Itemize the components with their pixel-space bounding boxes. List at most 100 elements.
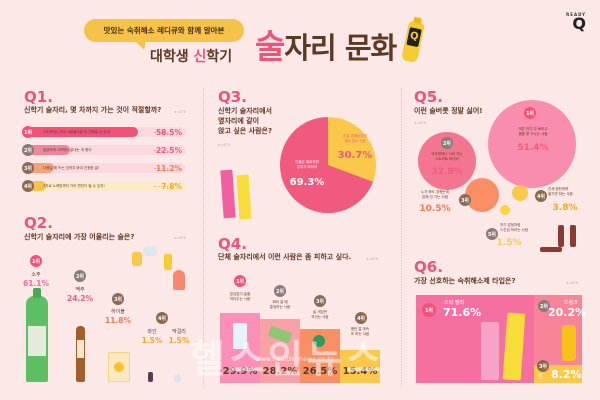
dotted-leader (154, 186, 168, 187)
highball-glass-icon (108, 352, 130, 382)
q3-slice-label: 존잘 존예이지만 재미 없는 사람 (343, 134, 367, 143)
q5-pct: 10.5% (419, 204, 451, 214)
q5-pct: 51.4% (517, 143, 549, 153)
q3-slice-pct: 69.3% (289, 177, 325, 188)
rank-badge: 2위 (74, 270, 86, 282)
q5-label: 아무한테나 시비 거는 스트리트 파이터 (431, 152, 463, 161)
q2-name: 맥주 (75, 287, 85, 293)
q5-bubble-5 (500, 205, 510, 215)
brand-q: Q (572, 14, 586, 33)
rank-badge: 2위 (22, 144, 34, 156)
rank-badge: 2위 (274, 285, 286, 297)
q3-question: 옆자리에 같이 (218, 117, 260, 125)
q1-bar (26, 163, 54, 173)
q6-name: 드링크 (564, 300, 578, 306)
rank-badge: 4위 (22, 180, 34, 192)
rank-badge: 3위 (112, 293, 124, 305)
stick-jelly-yellow-icon (236, 174, 252, 220)
rank-badge: 1위 (234, 275, 246, 287)
q2-name: 막걸리 (172, 329, 186, 335)
q1-sample-size: n=475 (174, 110, 186, 114)
q4-question: 단체 술자리에서 이런 사람은 좀 피하고 싶다. (218, 253, 352, 261)
rank-badge: 3위 (314, 295, 326, 307)
subtitle-suffix: 학기 (206, 49, 233, 65)
q4-bar: 26.5% (300, 329, 340, 383)
q1-row: 2위 깔끔하게 1차에서 끝내는 게 좋아 22.5% (22, 144, 186, 156)
q6-name: 환 (538, 374, 543, 380)
q2-pct: 24.2% (66, 294, 94, 303)
fallen-bottle-icon (540, 247, 562, 252)
subtitle-highlight: 신 (193, 49, 207, 65)
q1-question: 신학기 술자리, 몇 차까지 가는 것이 적절할까? (24, 106, 162, 114)
q4-bar: 29.9% (220, 313, 260, 383)
soju-bottle-icon (26, 288, 48, 382)
q5-pct: 32.8% (431, 167, 463, 177)
divider (401, 88, 402, 388)
q4-pct: 28.2% (262, 366, 298, 377)
q2-sample-size: n=475 (174, 236, 186, 240)
rank-badge: 3위 (459, 194, 471, 206)
subtitle: 대학생 신학기 (150, 46, 232, 66)
drink-bottle-product-icon (562, 325, 576, 361)
q3-question: 앉고 싶은 사람은? (218, 127, 273, 135)
q5-question: 이런 술버릇 정말 싫어! (414, 107, 483, 115)
q3-slice-label: 인물은 별로지만 분위기 메이커 (295, 160, 319, 169)
q1-bar (26, 127, 138, 137)
q2-pct: 11.8% (104, 316, 132, 325)
rank-badge: 5위 (486, 228, 498, 240)
q3-slice-pct: 30.7% (337, 150, 373, 161)
q2-name: 하이볼 (111, 309, 125, 315)
q2-question: 신학기 술자리에 가장 어울리는 술은? (24, 233, 135, 241)
bottle-icon: Q (401, 20, 425, 64)
q2-name: 소주 (31, 272, 41, 278)
q4-pct: 26.5% (302, 366, 338, 377)
q6-pct: 20.2% (548, 306, 587, 319)
q5-bubble-4 (512, 185, 528, 201)
q1-pct: 58.5% (155, 127, 182, 137)
q1-number: Q1. (24, 88, 53, 106)
q2-name: 와인 (147, 329, 157, 335)
q4-label: 끊임없이 술을 따라주는 사람 (229, 292, 251, 301)
rank-badge: 1위 (22, 126, 34, 138)
q6-name: 스틱 젤리 (444, 300, 464, 306)
q4-pct: 15.4% (342, 366, 378, 377)
q6-sample-size: n=475 (566, 281, 578, 285)
q4-pct: 29.9% (222, 366, 258, 377)
wine-bottle-icon (148, 372, 153, 382)
q5-label: 누가 봐도 취했는데 집에 안 가는 사람 (421, 190, 449, 199)
q5-label: 신세 한탄하며 울기만 하는 사람 (548, 187, 573, 196)
title-highlight: 술 (255, 27, 285, 66)
person-illustration (173, 270, 185, 290)
q4-label: 술 게임만 하자는 사람 (311, 310, 329, 319)
title-rest: 자리 문화 (284, 31, 397, 65)
q1-pct: 11.2% (155, 163, 182, 173)
q1-row: 4위 3차로 노래방까지 가야 편안이 될 수 있지! 7.8% (22, 180, 186, 192)
q2-pct: 61.1% (22, 279, 50, 288)
q5-pct: 1.5% (496, 238, 522, 248)
q4-label: 회비 낼 때 흥정하는 사람 (269, 300, 291, 309)
rank-badge: 1위 (524, 107, 536, 119)
q5-label: 자기 감정처럼 스킨십 하려는 사람 (500, 223, 528, 232)
dotted-leader (154, 168, 168, 169)
q1-row: 1위 2차까지는 가야 사람들이랑 더 친해질 수 있어 58.5% (22, 126, 186, 138)
rank-badge: 4위 (156, 312, 168, 324)
rank-badge: 1위 (30, 255, 42, 267)
q4-label: 했던 말 계속 또 하는 사람 (350, 327, 370, 336)
rank-badge: 4위 (535, 190, 547, 202)
brand-logo: READY Q (550, 12, 586, 33)
bubble-text: 맛있는 숙취해소 레디큐와 함께 알아본 (103, 26, 225, 35)
q1-row: 3위 다음날 해 뜨는 것까지 봐야 진정한 끝! 11.2% (22, 162, 186, 174)
q1-bar (26, 181, 46, 191)
q2-pct: 1.5% (141, 336, 163, 345)
rank-badge: 2위 (441, 137, 453, 149)
beer-bottle-icon (558, 225, 564, 247)
rank-badge: 3위 (22, 162, 34, 174)
rank-badge: 3위 (537, 360, 549, 372)
brand-text: READY (566, 12, 586, 17)
person-illustration (132, 252, 142, 266)
beer-bottle-icon (570, 225, 576, 247)
stick-jelly-pink-icon (220, 169, 236, 219)
subtitle-prefix: 대학생 (150, 49, 194, 65)
q5-number: Q5. (414, 88, 443, 106)
q5-pct: 3.8% (552, 203, 578, 213)
